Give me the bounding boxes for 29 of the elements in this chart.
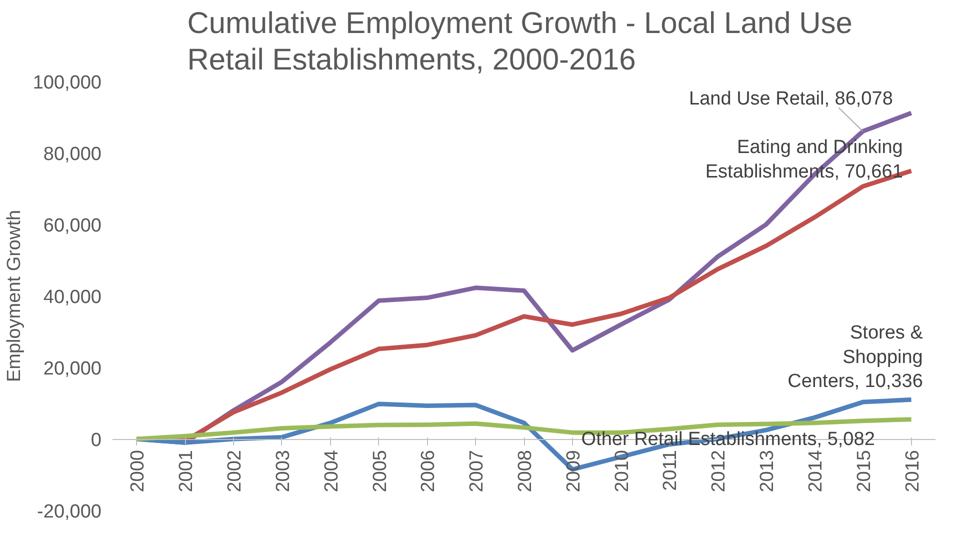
y-tick-label: 20,000 <box>43 358 102 380</box>
y-tick-label: 40,000 <box>43 287 102 308</box>
x-tick-label: 2014 <box>805 450 826 492</box>
x-tick-label: 2010 <box>612 450 633 492</box>
x-tick-label: 2016 <box>902 450 924 492</box>
x-tick-label: 2006 <box>418 450 440 492</box>
x-tick-label: 2004 <box>321 450 342 492</box>
x-tick-label: 2003 <box>272 450 294 492</box>
x-tick-label: 2000 <box>128 450 149 492</box>
x-tick-label: 2007 <box>466 450 488 492</box>
x-tick-label: 2013 <box>757 450 778 492</box>
y-tick-label: 80,000 <box>43 144 102 165</box>
x-tick-label: 2011 <box>660 450 682 491</box>
x-tick-label: 2008 <box>515 450 536 492</box>
y-tick-label: 60,000 <box>43 216 102 236</box>
x-tick-label: 2015 <box>854 450 875 492</box>
x-tick-label: 2005 <box>370 450 391 492</box>
y-tick-label: 0 <box>90 430 102 451</box>
x-tick-label: 2009 <box>563 450 584 492</box>
chart-title: Cumulative Employment Growth - Local Land Use Retail Establishments, 2000-2016 <box>187 7 852 76</box>
x-tick-label: 2002 <box>224 450 246 492</box>
y-tick-label: 100,000 <box>32 72 102 94</box>
annotation: Other Retail Establishments, 5,082 <box>581 428 875 450</box>
x-tick-label: 2001 <box>176 450 198 492</box>
annotation: Land Use Retail, 86,078 <box>689 88 893 110</box>
annotation: Stores & Shopping Centers, 10,336 <box>788 322 924 392</box>
y-axis-title: Employment Growth <box>4 210 25 382</box>
y-tick-label: -20,000 <box>37 502 102 522</box>
x-tick-label: 2012 <box>708 450 730 492</box>
